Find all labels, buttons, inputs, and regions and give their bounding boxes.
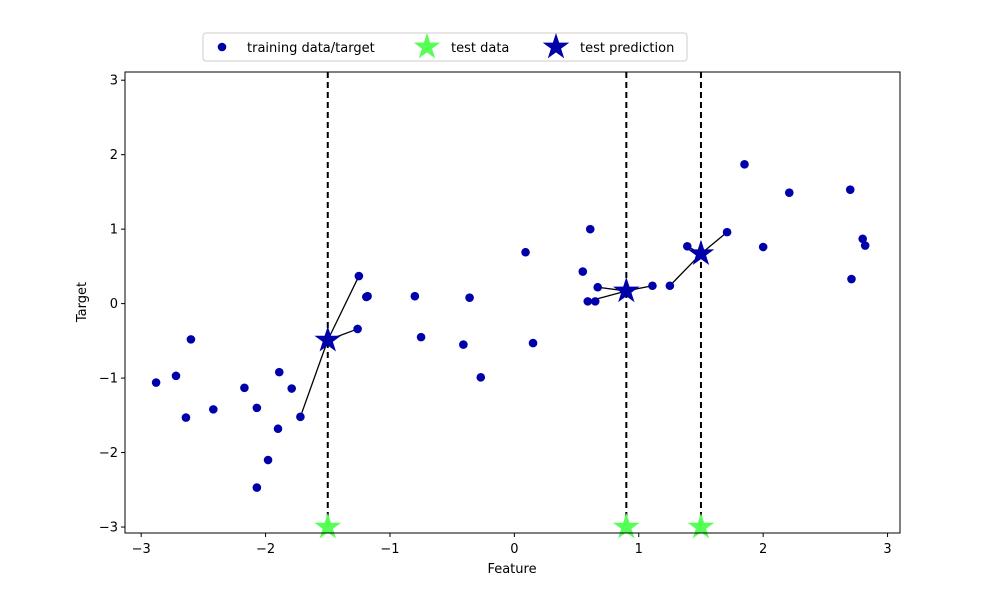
- training-point: [151, 378, 161, 387]
- training-point: [353, 324, 362, 334]
- training-point: [465, 293, 474, 302]
- legend-training-marker: [217, 42, 227, 52]
- y-tick-label: 0: [110, 297, 118, 312]
- training-point: [784, 188, 794, 197]
- training-point: [845, 185, 855, 194]
- plot-points-layer: [151, 160, 870, 539]
- test-data-star: [687, 513, 715, 539]
- legend-frame: [202, 32, 688, 62]
- training-point: [252, 483, 262, 492]
- training-point: [722, 227, 732, 237]
- test-prediction-star: [314, 326, 342, 352]
- plot-area-frame: [124, 71, 901, 534]
- test-prediction-star: [687, 239, 715, 266]
- x-tick-label: 1: [635, 542, 643, 557]
- x-tick-label: −2: [256, 542, 275, 557]
- training-point: [665, 281, 675, 291]
- training-point: [287, 384, 296, 393]
- neighbor-line: [327, 275, 360, 341]
- y-axis-label: Target: [75, 282, 90, 323]
- training-point: [528, 338, 538, 348]
- training-point: [521, 247, 530, 257]
- training-point: [263, 455, 273, 465]
- training-point: [860, 241, 870, 250]
- y-tick-label: 3: [110, 74, 118, 89]
- training-point: [758, 242, 768, 252]
- x-tick-label: −1: [380, 542, 399, 557]
- training-point: [296, 412, 305, 422]
- y-tick-label: 2: [110, 148, 118, 163]
- training-point: [209, 405, 218, 414]
- legend-label-test-prediction: test prediction: [580, 41, 674, 56]
- training-point: [740, 160, 749, 169]
- training-point: [648, 281, 657, 291]
- training-point: [240, 383, 249, 393]
- x-tick-label: 0: [510, 542, 518, 557]
- x-tick-label: 3: [883, 542, 891, 557]
- training-point: [847, 274, 856, 284]
- axis-ticks-layer: −3 −2 −1 0 1 2 3 −3 −2 −1 0 1 2 3: [99, 74, 892, 557]
- legend-label-training: training data/target: [247, 41, 375, 56]
- legend-test-prediction-marker: [542, 33, 570, 59]
- training-point: [252, 403, 262, 413]
- test-data-star: [613, 513, 640, 539]
- y-tick-label: −3: [99, 521, 118, 536]
- training-point: [858, 234, 867, 244]
- x-axis-label: Feature: [487, 562, 536, 577]
- training-point: [578, 267, 588, 276]
- training-point: [274, 367, 284, 377]
- training-point: [583, 297, 593, 306]
- training-point: [585, 224, 595, 234]
- training-point: [416, 332, 426, 342]
- training-point: [590, 297, 600, 306]
- plot-lines-layer: [299, 72, 728, 533]
- legend-label-test-data: test data: [451, 41, 509, 56]
- training-point: [181, 413, 191, 422]
- x-tick-label: 2: [759, 542, 767, 557]
- training-point: [410, 291, 420, 301]
- test-prediction-star: [613, 276, 640, 303]
- x-tick-label: −3: [132, 542, 151, 557]
- legend: training data/target test data test predic…: [202, 32, 688, 62]
- y-tick-label: 1: [110, 223, 118, 238]
- test-data-star: [314, 513, 342, 539]
- training-point: [186, 335, 196, 344]
- training-point: [682, 241, 692, 251]
- legend-test-data-marker: [413, 33, 441, 59]
- training-point: [593, 282, 603, 292]
- y-tick-label: −1: [99, 372, 118, 387]
- training-point: [476, 373, 486, 382]
- training-point: [363, 291, 372, 301]
- neighbor-line: [299, 339, 329, 418]
- training-point: [171, 371, 181, 381]
- training-point: [354, 271, 364, 281]
- training-point: [459, 340, 468, 349]
- training-point: [273, 424, 283, 434]
- y-tick-label: −2: [99, 446, 118, 461]
